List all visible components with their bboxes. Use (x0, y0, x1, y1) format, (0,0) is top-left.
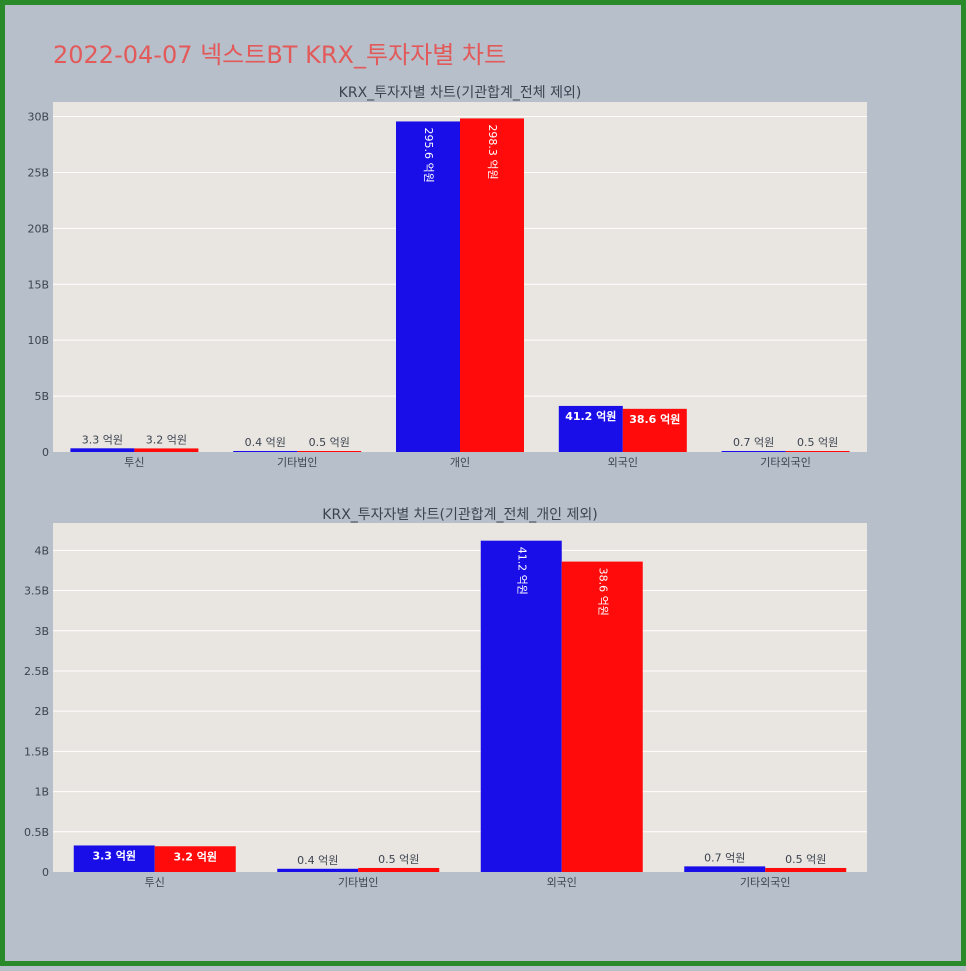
data-label: 0.5 억원 (378, 853, 419, 866)
chart-2: KRX_투자자별 차트(기관합계_전체_개인 제외) 0 0.5B 1B 1.5B 2B 2… (24, 507, 867, 889)
y-tick-label: 15B (27, 278, 49, 291)
bar (558, 405, 623, 452)
y-tick-label: 2.5B (24, 665, 49, 678)
data-label: 0.5 억원 (785, 853, 826, 866)
data-label: 298.3 억원 (486, 124, 499, 179)
y-tick-label: 3.5B (24, 585, 49, 598)
x-tick-label: 기타외국인 (760, 456, 811, 469)
bar (785, 451, 850, 452)
bar (460, 118, 524, 453)
y-tick-label: 25B (27, 166, 49, 179)
x-tick-label: 기타법인 (338, 876, 378, 889)
bar (297, 451, 362, 452)
x-tick-label: 투신 (145, 876, 165, 889)
chart-title: KRX_투자자별 차트(기관합계_전체_개인 제외) (322, 507, 597, 523)
data-label: 0.5 억원 (309, 436, 350, 449)
chart-title: KRX_투자자별 차트(기관합계_전체 제외) (339, 85, 582, 101)
bar (561, 561, 643, 872)
data-label: 41.2 억원 (565, 409, 616, 423)
x-tick-label: 개인 (450, 456, 470, 469)
data-label: 0.5 억원 (797, 436, 838, 449)
data-label: 3.3 억원 (82, 433, 123, 446)
y-tick-label: 10B (27, 334, 49, 347)
y-tick-label: 4B (34, 544, 49, 557)
x-tick-label: 외국인 (608, 456, 638, 469)
bar (622, 408, 687, 452)
bar (721, 451, 786, 452)
y-tick-label: 0 (42, 866, 49, 879)
bar (480, 540, 562, 872)
data-label: 295.6 억원 (422, 127, 435, 182)
bar (73, 845, 155, 872)
x-tick-label: 기타외국인 (740, 876, 791, 889)
bar (233, 451, 298, 452)
data-label: 3.3 억원 (92, 848, 136, 862)
bar (396, 121, 460, 452)
data-label: 38.6 억원 (596, 568, 609, 616)
data-label: 0.4 억원 (245, 436, 286, 449)
x-tick-label: 투신 (124, 456, 144, 469)
y-tick-label: 0.5B (24, 826, 49, 839)
bar (765, 867, 847, 872)
bar (70, 448, 135, 452)
plot-area (53, 523, 867, 872)
data-label: 0.7 억원 (704, 851, 745, 864)
bar (134, 448, 199, 452)
y-tick-label: 2B (34, 705, 49, 718)
data-label: 0.7 억원 (733, 436, 774, 449)
bar (684, 866, 766, 872)
data-label: 41.2 억원 (515, 547, 528, 595)
x-tick-label: 기타법인 (277, 456, 317, 469)
page-title: 2022-04-07 넥스트BT KRX_투자자별 차트 (53, 41, 507, 69)
data-label: 38.6 억원 (629, 412, 680, 426)
y-tick-label: 1B (34, 786, 49, 799)
y-tick-label: 3B (34, 625, 49, 638)
y-tick-label: 30B (27, 111, 49, 124)
x-tick-label: 외국인 (547, 876, 577, 889)
bar (358, 867, 440, 872)
y-tick-label: 20B (27, 222, 49, 235)
charts-canvas: KRX_투자자별 차트(기관합계_전체 제외) 0 5B 10B 15B 20B 25B 30… (24, 85, 867, 889)
bar (154, 846, 236, 872)
data-label: 0.4 억원 (297, 854, 338, 867)
chart-1: KRX_투자자별 차트(기관합계_전체 제외) 0 5B 10B 15B 20B 25B 30… (27, 85, 867, 469)
bar (277, 868, 359, 872)
data-label: 3.2 억원 (173, 849, 217, 863)
data-label: 3.2 억원 (146, 433, 187, 446)
y-tick-label: 5B (34, 390, 49, 403)
y-tick-label: 1.5B (24, 745, 49, 758)
y-tick-label: 0 (42, 446, 49, 459)
